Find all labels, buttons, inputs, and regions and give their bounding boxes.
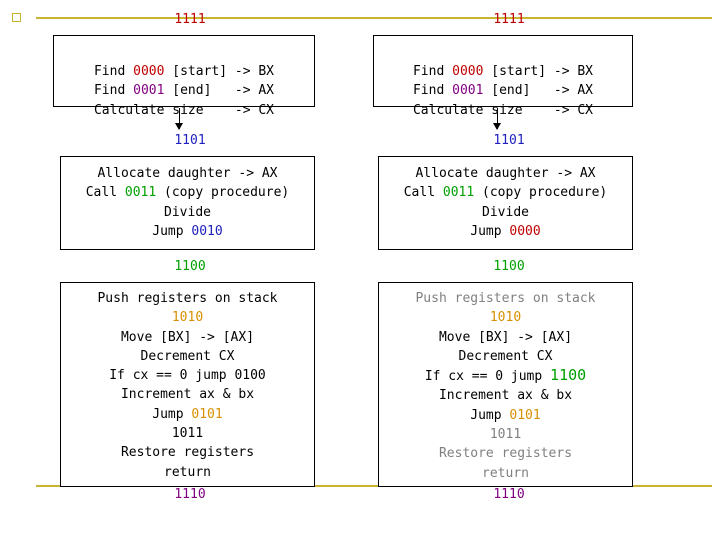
top-divider-line: [36, 17, 712, 19]
right-bottom-label: 1110: [493, 487, 525, 502]
right-box-allocate: Allocate daughter -> AX Call 0011 (copy …: [378, 156, 633, 250]
left-loop-line-10: return: [164, 464, 211, 480]
right-loop-line-6: Increment ax & bx: [438, 388, 573, 404]
left-box-allocate: Allocate daughter -> AX Call 0011 (copy …: [60, 156, 315, 250]
right-label-1100: 1100: [493, 259, 525, 274]
right-loop-line-4: Decrement CX: [458, 348, 553, 364]
left-top-label: 1111: [174, 12, 206, 27]
right-loop-line-7: Jump 0101: [470, 407, 541, 423]
left-loop-line-3: Move [BX] -> [AX]: [120, 329, 255, 345]
right-loop-line-9: Restore registers: [438, 446, 573, 462]
left-loop-line-6: Increment ax & bx: [120, 387, 255, 403]
bottom-divider-line: [36, 485, 712, 487]
top-bullet-square: [12, 13, 21, 22]
right-box-find: Find 0000 [start] -> BX Find 0001 [end] …: [373, 35, 633, 118]
left-loop-line-8: 1011: [171, 426, 204, 442]
right-loop-line-2: 1010: [489, 310, 522, 326]
right-top-label: 1111: [493, 12, 525, 27]
left-bottom-label: 1110: [174, 487, 206, 502]
right-loop-line-8: 1011: [489, 427, 522, 443]
right-divide-line: Divide: [482, 204, 529, 220]
left-call-line: Call 0011 (copy procedure): [85, 185, 290, 201]
right-call-line: Call 0011 (copy procedure): [403, 185, 608, 201]
left-loop-line-5: If cx == 0 jump 0100: [109, 368, 266, 384]
left-loop-line-9: Restore registers: [120, 445, 255, 461]
left-box-loop: Push registers on stack 1010 Move [BX] -…: [60, 282, 315, 487]
left-loop-line-2: 1010: [171, 310, 204, 326]
right-loop-line-5: If cx == 0 jump 1100: [424, 366, 587, 385]
left-label-1100: 1100: [174, 259, 206, 274]
right-allocate-line: Allocate daughter -> AX: [415, 166, 596, 181]
right-box-loop: Push registers on stack 1010 Move [BX] -…: [378, 282, 633, 487]
left-box-find-text: Find 0000 [start] -> BX Find 0001 [end] …: [93, 63, 275, 118]
left-box-find: Find 0000 [start] -> BX Find 0001 [end] …: [53, 35, 315, 118]
right-loop-line-3: Move [BX] -> [AX]: [438, 329, 573, 345]
right-arrow-1: [493, 108, 501, 130]
right-jump-line: Jump 0000: [470, 223, 541, 239]
right-box-find-text: Find 0000 [start] -> BX Find 0001 [end] …: [412, 63, 594, 118]
left-arrow-1: [175, 108, 183, 130]
left-allocate-line: Allocate daughter -> AX: [97, 166, 278, 181]
left-loop-line-1: Push registers on stack: [97, 291, 278, 306]
right-loop-line-10: return: [482, 465, 529, 481]
left-divide-line: Divide: [164, 204, 211, 220]
left-jump-line: Jump 0010: [152, 223, 223, 239]
left-label-1101: 1101: [174, 133, 206, 148]
right-loop-line-1: Push registers on stack: [415, 291, 596, 306]
left-loop-line-4: Decrement CX: [140, 348, 235, 364]
right-label-1101: 1101: [493, 133, 525, 148]
left-loop-line-7: Jump 0101: [152, 406, 223, 422]
